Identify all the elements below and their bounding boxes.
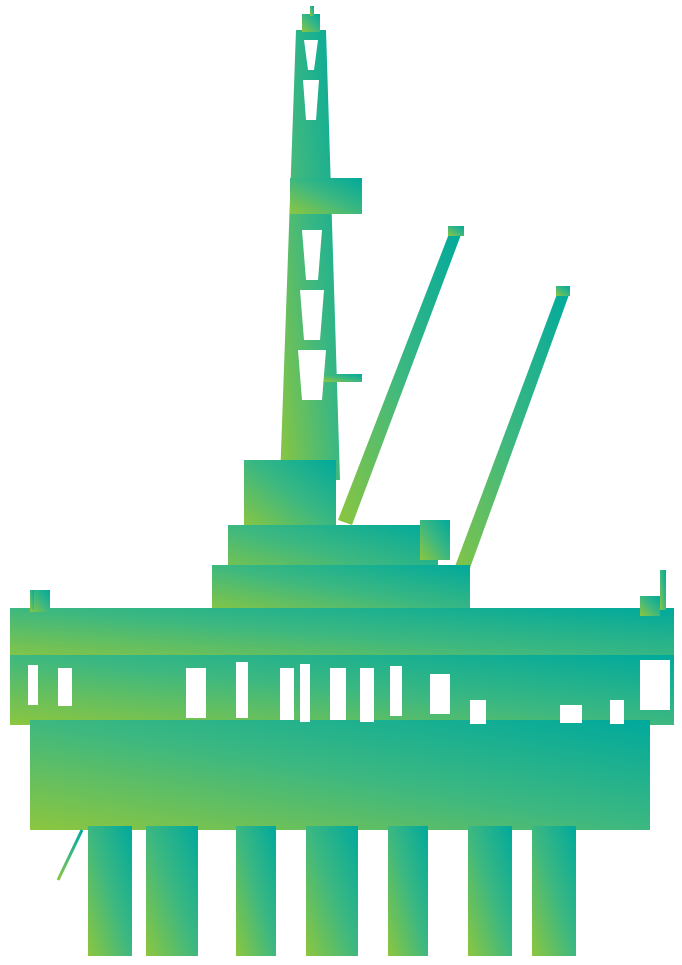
derrick-lattice [298, 40, 326, 400]
deck-openings [28, 660, 670, 724]
derrick-tower [280, 6, 362, 480]
platform-legs [56, 826, 576, 956]
crane-boom-left [338, 226, 464, 525]
crane-boom-right [448, 286, 570, 590]
upper-module [212, 460, 470, 615]
